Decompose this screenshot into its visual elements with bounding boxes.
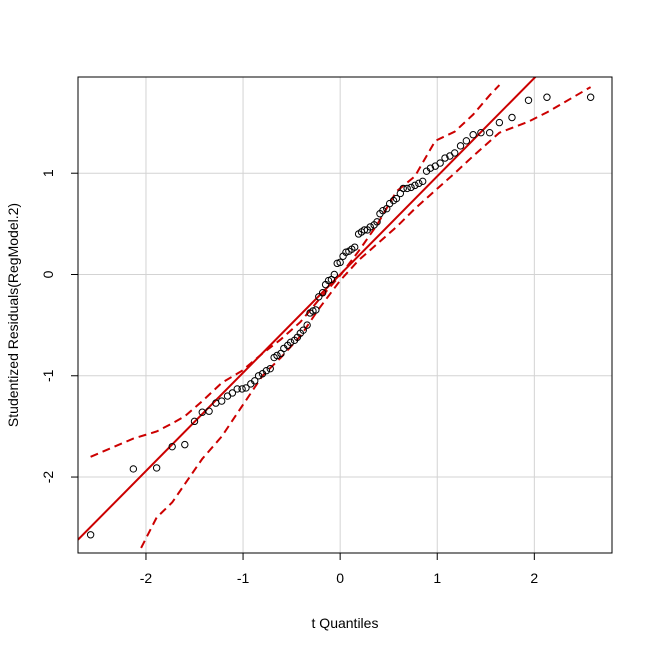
data-point <box>415 179 423 188</box>
line-layer <box>78 77 592 549</box>
data-point <box>351 243 359 251</box>
y-tick-label: 1 <box>40 169 56 177</box>
data-point <box>456 142 465 150</box>
data-point <box>485 129 494 137</box>
envelope-lower <box>140 86 592 549</box>
x-tick-label: -2 <box>140 570 153 586</box>
plot-frame <box>77 76 613 554</box>
data-point <box>399 184 407 193</box>
data-point <box>477 129 485 137</box>
data-point <box>205 407 213 415</box>
data-point <box>286 338 295 347</box>
data-point <box>436 159 444 167</box>
y-axis-title: Studentized Residuals(RegModel.2) <box>5 203 21 427</box>
data-point <box>168 442 176 451</box>
data-point <box>411 181 419 190</box>
x-axis-ticks: -2 -1 0 1 2 <box>140 553 538 586</box>
data-point <box>366 223 374 231</box>
data-point <box>543 93 551 101</box>
data-point <box>451 149 459 157</box>
data-point <box>330 270 339 279</box>
y-axis-ticks: -2 -1 0 1 <box>40 169 78 483</box>
grid-layer <box>78 77 612 553</box>
data-point <box>441 154 449 162</box>
data-point <box>242 384 250 392</box>
data-point <box>254 372 263 380</box>
data-point <box>508 113 516 122</box>
y-tick-label: -1 <box>40 369 56 382</box>
y-tick-label: 0 <box>40 270 56 278</box>
data-point <box>152 464 161 472</box>
data-point <box>379 206 387 215</box>
data-point <box>273 351 281 360</box>
data-point <box>462 137 471 145</box>
data-point <box>190 417 199 426</box>
data-point <box>129 465 138 473</box>
envelope-upper <box>90 84 501 458</box>
data-point <box>238 385 246 393</box>
point-layer <box>86 93 595 539</box>
data-point <box>586 93 595 101</box>
data-point <box>251 377 259 385</box>
data-point <box>198 408 206 416</box>
data-point <box>524 96 533 104</box>
data-point <box>312 306 320 314</box>
data-point <box>262 367 271 375</box>
y-tick-label: -2 <box>40 471 56 484</box>
data-point <box>469 131 477 139</box>
data-point <box>407 183 415 192</box>
data-point <box>228 389 237 397</box>
data-point <box>373 218 381 226</box>
x-axis-title: t Quantiles <box>312 615 379 631</box>
data-point <box>266 364 274 373</box>
data-point <box>233 385 241 393</box>
data-point <box>392 194 401 203</box>
data-point <box>181 440 189 449</box>
data-point <box>403 184 411 193</box>
x-tick-label: 0 <box>336 570 344 586</box>
x-tick-label: -1 <box>237 570 250 586</box>
data-point <box>318 289 327 297</box>
data-point <box>217 397 226 405</box>
data-point <box>299 326 307 334</box>
data-point <box>495 118 504 127</box>
data-point <box>336 258 344 267</box>
data-point <box>303 321 311 329</box>
x-tick-label: 2 <box>530 570 538 586</box>
data-point <box>426 164 435 172</box>
data-point <box>360 226 369 234</box>
data-point <box>418 177 427 186</box>
reference-line <box>78 77 537 541</box>
data-point <box>315 293 323 301</box>
x-tick-label: 1 <box>433 570 441 586</box>
data-point <box>86 531 95 539</box>
